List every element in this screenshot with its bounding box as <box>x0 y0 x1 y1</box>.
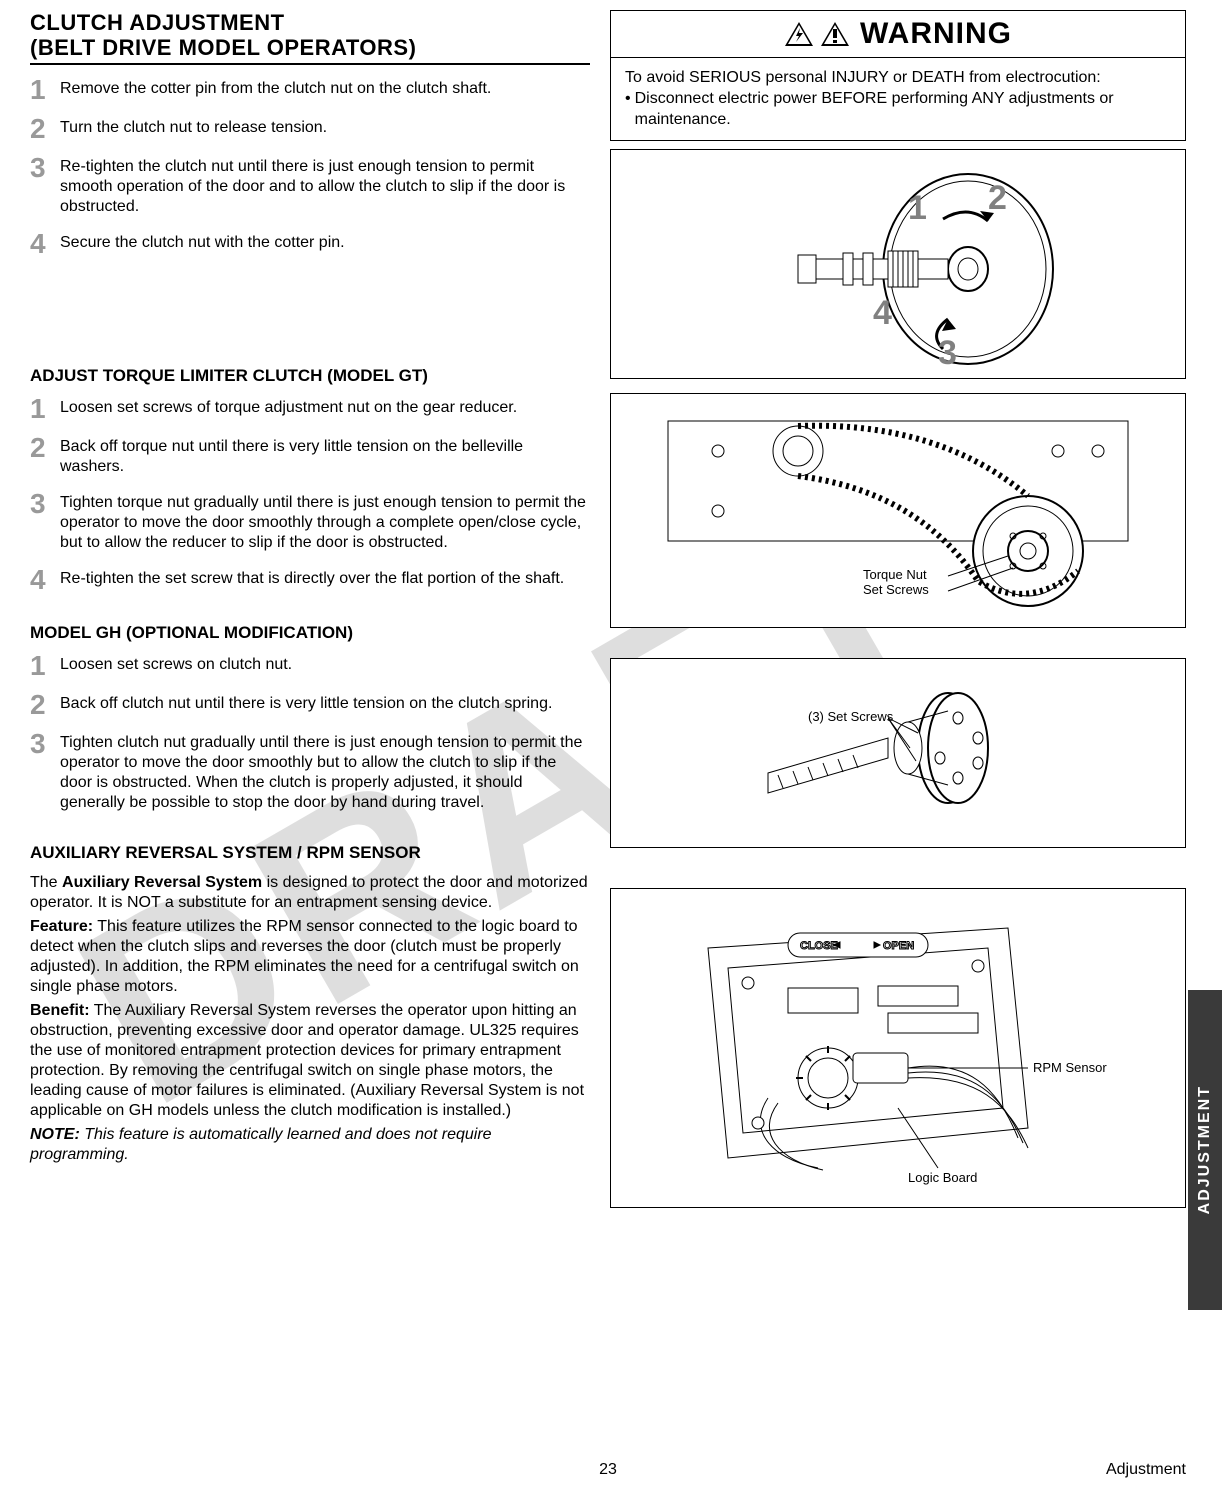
step-text: Secure the clutch nut with the cotter pi… <box>60 231 345 253</box>
step-text: Back off torque nut until there is very … <box>60 435 590 477</box>
figure-set-screws: (3) Set Screws <box>610 658 1186 848</box>
step-text: Back off clutch nut until there is very … <box>60 692 552 714</box>
alert-icon <box>820 21 850 47</box>
text: The Auxiliary Reversal System reverses t… <box>30 1002 584 1119</box>
side-tab: ADJUSTMENT <box>1188 990 1222 1310</box>
step-text: Turn the clutch nut to release tension. <box>60 116 327 138</box>
label: Benefit: <box>30 1002 90 1019</box>
step-text: Loosen set screws on clutch nut. <box>60 653 292 675</box>
fig4-close: CLOSE <box>800 940 838 952</box>
aux-note: NOTE: This feature is automatically lear… <box>30 1125 590 1165</box>
main-heading: CLUTCH ADJUSTMENT (BELT DRIVE MODEL OPER… <box>30 10 590 65</box>
text-bold: Auxiliary Reversal System <box>62 874 262 891</box>
text: The <box>30 874 62 891</box>
figure-logic-board: CLOSE OPEN <box>610 888 1186 1208</box>
fig4-open: OPEN <box>883 940 914 952</box>
step-number: 1 <box>30 77 52 102</box>
warning-header: WARNING <box>611 11 1185 58</box>
warning-title: WARNING <box>860 17 1012 51</box>
step-number: 3 <box>30 491 52 516</box>
subheading-gt: ADJUST TORQUE LIMITER CLUTCH (MODEL GT) <box>30 366 590 386</box>
title-line-2: (BELT DRIVE MODEL OPERATORS) <box>30 35 416 60</box>
right-column: WARNING To avoid SERIOUS personal INJURY… <box>610 10 1186 1222</box>
warning-icons <box>784 21 850 47</box>
step-number: 3 <box>30 155 52 180</box>
step-number: 1 <box>30 396 52 421</box>
step-text: Tighten clutch nut gradually until there… <box>60 731 590 813</box>
footer-section: Adjustment <box>1106 1461 1186 1479</box>
aux-feature: Feature: This feature utilizes the RPM s… <box>30 917 590 997</box>
step-number: 2 <box>30 435 52 460</box>
fig4-label-rpm: RPM Sensor <box>1033 1060 1107 1075</box>
step-number: 2 <box>30 116 52 141</box>
left-column: CLUTCH ADJUSTMENT (BELT DRIVE MODEL OPER… <box>30 10 590 1222</box>
step-number: 2 <box>30 692 52 717</box>
aux-intro: The Auxiliary Reversal System is designe… <box>30 873 590 913</box>
step-text: Loosen set screws of torque adjustment n… <box>60 396 517 418</box>
figure-clutch-wheel: 1 2 3 4 <box>610 149 1186 379</box>
text: This feature is automatically learned an… <box>30 1126 492 1163</box>
step-number: 3 <box>30 731 52 756</box>
warning-body: To avoid SERIOUS personal INJURY or DEAT… <box>611 58 1185 140</box>
warning-box: WARNING To avoid SERIOUS personal INJURY… <box>610 10 1186 141</box>
warning-intro: To avoid SERIOUS personal INJURY or DEAT… <box>625 68 1171 89</box>
aux-benefit: Benefit: The Auxiliary Reversal System r… <box>30 1001 590 1121</box>
fig1-num3: 3 <box>938 334 957 369</box>
step-number: 4 <box>30 567 52 592</box>
subheading-gh: MODEL GH (OPTIONAL MODIFICATION) <box>30 623 590 643</box>
step-text: Re-tighten the set screw that is directl… <box>60 567 564 589</box>
fig1-num2: 2 <box>988 179 1007 217</box>
fig4-label-logic: Logic Board <box>908 1170 977 1185</box>
fig3-label-set-screws: (3) Set Screws <box>808 709 894 724</box>
side-tab-label: ADJUSTMENT <box>1196 1085 1214 1214</box>
figure-chain-drive: Torque Nut Set Screws <box>610 393 1186 628</box>
fig1-num4: 4 <box>873 294 892 332</box>
step-text: Re-tighten the clutch nut until there is… <box>60 155 590 217</box>
label: Feature: <box>30 918 93 935</box>
step-number: 1 <box>30 653 52 678</box>
step-number: 4 <box>30 231 52 256</box>
page-footer: 23 Adjustment <box>30 1461 1186 1479</box>
subheading-aux: AUXILIARY REVERSAL SYSTEM / RPM SENSOR <box>30 843 590 863</box>
fig2-label-torque-nut: Torque Nut <box>863 567 927 582</box>
step-text: Tighten torque nut gradually until there… <box>60 491 590 553</box>
label: NOTE: <box>30 1126 80 1143</box>
step-text: Remove the cotter pin from the clutch nu… <box>60 77 491 99</box>
page-number: 23 <box>599 1461 617 1479</box>
text: This feature utilizes the RPM sensor con… <box>30 918 579 995</box>
fig2-label-set-screws: Set Screws <box>863 582 929 597</box>
warning-bullet: Disconnect electric power BEFORE perform… <box>635 89 1171 131</box>
title-line-1: CLUTCH ADJUSTMENT <box>30 10 285 35</box>
shock-icon <box>784 21 814 47</box>
fig1-num1: 1 <box>908 189 927 227</box>
